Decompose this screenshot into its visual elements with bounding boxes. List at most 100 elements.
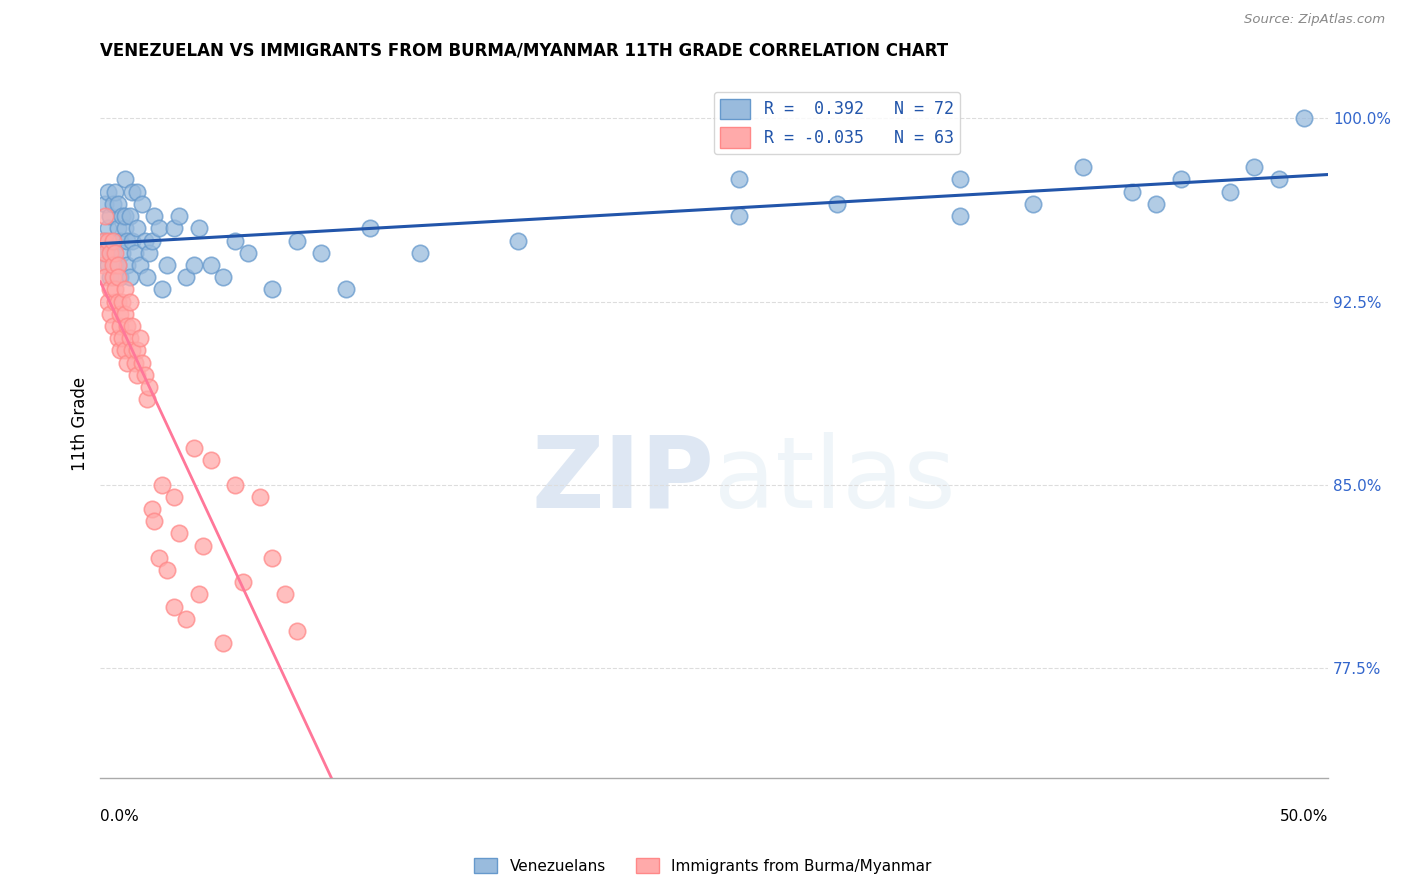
Point: [156, 563, 179, 577]
Point: [118, 270, 141, 285]
Y-axis label: 11th Grade: 11th Grade: [72, 376, 89, 471]
Point: [193, 539, 215, 553]
Point: [114, 343, 136, 358]
Point: [97, 185, 120, 199]
Point: [148, 221, 170, 235]
Point: [117, 234, 139, 248]
Point: [150, 477, 173, 491]
Point: [104, 258, 127, 272]
Point: [107, 294, 129, 309]
Point: [232, 575, 254, 590]
Point: [167, 209, 190, 223]
Point: [118, 331, 141, 345]
Point: [825, 197, 848, 211]
Point: [136, 392, 159, 407]
Point: [111, 209, 134, 223]
Point: [107, 197, 129, 211]
Point: [1071, 161, 1094, 175]
Point: [359, 221, 381, 235]
Text: atlas: atlas: [714, 432, 956, 529]
Point: [143, 209, 166, 223]
Point: [97, 221, 120, 235]
Point: [176, 270, 198, 285]
Point: [163, 599, 186, 614]
Point: [727, 209, 749, 223]
Point: [121, 343, 143, 358]
Point: [285, 234, 308, 248]
Point: [212, 270, 235, 285]
Point: [148, 550, 170, 565]
Point: [101, 318, 124, 333]
Point: [104, 294, 127, 309]
Point: [98, 307, 121, 321]
Point: [127, 368, 149, 382]
Point: [111, 245, 134, 260]
Point: [94, 270, 117, 285]
Point: [1170, 172, 1192, 186]
Point: [98, 282, 121, 296]
Text: ZIP: ZIP: [531, 432, 714, 529]
Point: [104, 282, 127, 296]
Point: [94, 209, 117, 223]
Point: [94, 245, 117, 260]
Text: VENEZUELAN VS IMMIGRANTS FROM BURMA/MYANMAR 11TH GRADE CORRELATION CHART: VENEZUELAN VS IMMIGRANTS FROM BURMA/MYAN…: [100, 42, 949, 60]
Point: [311, 245, 333, 260]
Point: [101, 234, 124, 248]
Point: [506, 234, 529, 248]
Point: [249, 490, 271, 504]
Point: [187, 221, 209, 235]
Point: [224, 477, 246, 491]
Point: [224, 234, 246, 248]
Point: [107, 331, 129, 345]
Point: [101, 245, 124, 260]
Point: [91, 234, 114, 248]
Point: [101, 270, 124, 285]
Point: [949, 172, 972, 186]
Point: [1292, 112, 1315, 126]
Point: [101, 258, 124, 272]
Point: [200, 258, 222, 272]
Point: [163, 490, 186, 504]
Point: [1022, 197, 1045, 211]
Point: [121, 185, 143, 199]
Point: [138, 380, 160, 394]
Point: [131, 197, 153, 211]
Point: [200, 453, 222, 467]
Point: [111, 331, 134, 345]
Point: [104, 185, 127, 199]
Point: [107, 270, 129, 285]
Point: [114, 172, 136, 186]
Point: [118, 294, 141, 309]
Point: [114, 307, 136, 321]
Point: [101, 234, 124, 248]
Point: [131, 355, 153, 369]
Point: [134, 234, 156, 248]
Point: [163, 221, 186, 235]
Point: [107, 221, 129, 235]
Point: [141, 502, 163, 516]
Point: [136, 270, 159, 285]
Point: [273, 587, 295, 601]
Point: [98, 270, 121, 285]
Point: [91, 245, 114, 260]
Point: [94, 197, 117, 211]
Point: [108, 234, 131, 248]
Legend: Venezuelans, Immigrants from Burma/Myanmar: Venezuelans, Immigrants from Burma/Myanm…: [468, 852, 938, 880]
Point: [1219, 185, 1241, 199]
Point: [1243, 161, 1265, 175]
Point: [150, 282, 173, 296]
Point: [408, 245, 430, 260]
Point: [98, 245, 121, 260]
Point: [121, 318, 143, 333]
Point: [138, 245, 160, 260]
Point: [127, 185, 149, 199]
Point: [236, 245, 259, 260]
Point: [91, 258, 114, 272]
Point: [108, 343, 131, 358]
Point: [127, 221, 149, 235]
Point: [285, 624, 308, 639]
Point: [212, 636, 235, 650]
Text: Source: ZipAtlas.com: Source: ZipAtlas.com: [1244, 13, 1385, 27]
Point: [117, 318, 139, 333]
Point: [187, 587, 209, 601]
